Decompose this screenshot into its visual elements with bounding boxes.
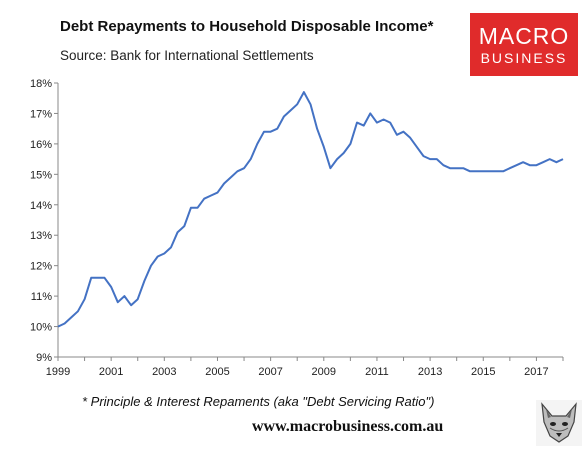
- macrobusiness-logo: MACRO BUSINESS: [470, 13, 578, 76]
- logo-line-business: BUSINESS: [480, 49, 568, 66]
- footnote: * Principle & Interest Repaments (aka "D…: [82, 394, 435, 409]
- y-tick-label: 11%: [31, 291, 52, 303]
- y-tick-label: 9%: [36, 352, 52, 364]
- y-tick-label: 10%: [30, 322, 52, 334]
- y-tick-label: 14%: [30, 200, 52, 212]
- x-tick-label: 2005: [205, 366, 229, 378]
- website-url[interactable]: www.macrobusiness.com.au: [252, 418, 444, 435]
- series-group: [57, 91, 564, 328]
- x-axis-ticks: 1999 2001 2003 2005 2007 2009 2011 2013 2015 2017: [46, 357, 564, 378]
- chart-title: Debt Repayments to Household Disposable …: [60, 18, 434, 35]
- x-tick-label: 2003: [152, 366, 176, 378]
- chart-axes: [57, 83, 563, 358]
- y-tick-label: 17%: [30, 108, 52, 120]
- y-tick-label: 13%: [30, 230, 52, 242]
- x-tick-label: 2015: [471, 366, 495, 378]
- y-axis-ticks: 9% 10% 11% 12% 13% 14% 15% 16% 17% 18%: [30, 78, 58, 364]
- logo-line-macro: MACRO: [478, 22, 570, 49]
- y-tick-label: 18%: [30, 78, 52, 90]
- x-tick-label: 2007: [258, 366, 282, 378]
- x-tick-label: 1999: [46, 366, 70, 378]
- fox-icon: [536, 400, 582, 446]
- y-tick-label: 15%: [30, 169, 52, 181]
- x-tick-label: 2001: [99, 366, 123, 378]
- y-tick-label: 12%: [30, 261, 52, 273]
- series-line: [57, 91, 564, 328]
- chart-source: Source: Bank for International Settlemen…: [60, 48, 314, 63]
- x-tick-label: 2011: [365, 366, 389, 378]
- y-tick-label: 16%: [30, 139, 52, 151]
- x-tick-label: 2009: [312, 366, 336, 378]
- x-tick-label: 2013: [418, 366, 442, 378]
- x-tick-label: 2017: [524, 366, 548, 378]
